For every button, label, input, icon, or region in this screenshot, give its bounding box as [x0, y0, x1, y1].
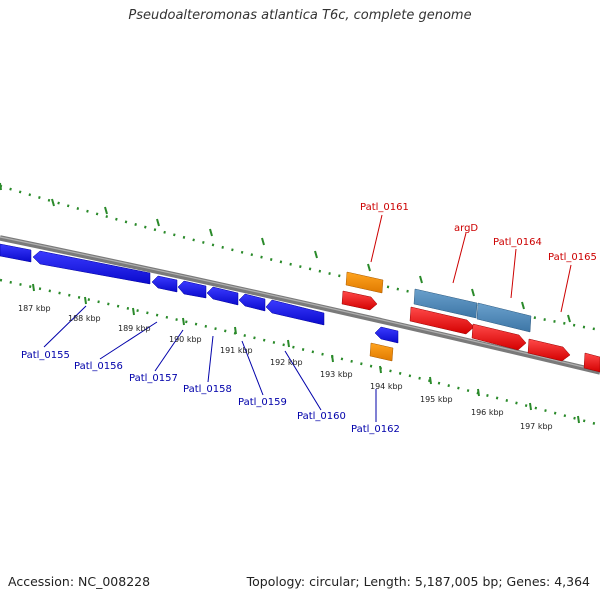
rna-feature[interactable]	[345, 271, 384, 294]
scale-label: 192 kbp	[270, 358, 303, 367]
outer-scale-ticks	[0, 182, 571, 323]
bottom-gene-labels: Patl_0155 Patl_0156 Patl_0157 Patl_0158 …	[21, 350, 400, 435]
gene-label[interactable]: argD	[454, 223, 478, 234]
gene-feature[interactable]	[374, 326, 399, 344]
gene-label[interactable]: Patl_0165	[548, 252, 597, 263]
other-features	[413, 288, 532, 333]
forward-strand-genes	[341, 290, 600, 373]
gene-feature[interactable]	[151, 275, 178, 293]
scale-label: 191 kbp	[220, 346, 253, 355]
gene-feature[interactable]	[341, 290, 378, 311]
rna-features	[345, 271, 394, 362]
scale-label: 196 kbp	[471, 408, 504, 417]
inner-scale-ticks	[32, 283, 580, 424]
scale-label: 194 kbp	[370, 382, 403, 391]
top-leader-lines	[370, 214, 572, 313]
scale-label: 190 kbp	[169, 335, 202, 344]
reverse-strand-genes	[0, 243, 399, 344]
bottom-leader-lines	[43, 305, 377, 422]
gene-feature[interactable]	[238, 293, 266, 312]
gene-label[interactable]: Patl_0162	[351, 424, 400, 435]
inner-scale-dots	[0, 278, 600, 427]
genome-summary-text: Topology: circular; Length: 5,187,005 bp…	[246, 574, 590, 589]
gene-feature[interactable]	[32, 250, 151, 285]
gene-feature[interactable]	[583, 352, 600, 373]
gene-label[interactable]: Patl_0164	[493, 237, 542, 248]
gene-feature[interactable]	[206, 286, 239, 306]
misc-feature[interactable]	[413, 288, 478, 319]
gene-feature[interactable]	[409, 306, 475, 335]
accession-text: Accession: NC_008228	[8, 574, 151, 589]
gene-label[interactable]: Patl_0155	[21, 350, 70, 361]
misc-feature[interactable]	[476, 302, 532, 333]
scale-label: 189 kbp	[118, 324, 151, 333]
gene-label[interactable]: Patl_0157	[129, 373, 178, 384]
scale-label: 195 kbp	[420, 395, 453, 404]
gene-label[interactable]: Patl_0160	[297, 411, 346, 422]
gene-label[interactable]: Patl_0158	[183, 384, 232, 395]
gene-feature[interactable]	[177, 280, 207, 299]
scale-labels: 187 kbp 188 kbp 189 kbp 190 kbp 191 kbp …	[18, 304, 553, 431]
gene-feature[interactable]	[471, 323, 527, 351]
scale-label: 188 kbp	[68, 314, 101, 323]
gene-label[interactable]: Patl_0159	[238, 397, 287, 408]
gene-feature[interactable]	[527, 338, 571, 362]
gene-feature[interactable]	[0, 243, 32, 263]
map-title: Pseudoalteromonas atlantica T6c, complet…	[128, 8, 472, 23]
gene-label[interactable]: Patl_0161	[360, 202, 409, 213]
top-gene-labels: Patl_0161 argD Patl_0164 Patl_0165	[360, 202, 597, 263]
rna-feature[interactable]	[369, 342, 394, 362]
gene-label[interactable]: Patl_0156	[74, 361, 123, 372]
scale-label: 187 kbp	[18, 304, 51, 313]
scale-label: 193 kbp	[320, 370, 353, 379]
gene-feature[interactable]	[265, 299, 325, 326]
scale-label: 197 kbp	[520, 422, 553, 431]
genome-backbone	[0, 235, 600, 375]
